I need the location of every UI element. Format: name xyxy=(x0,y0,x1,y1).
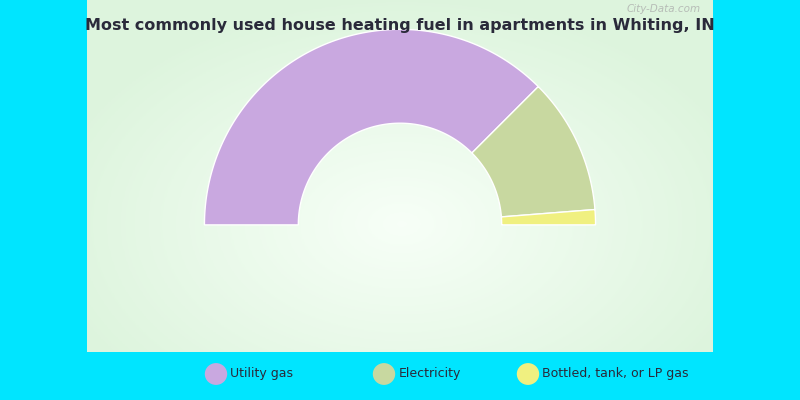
Ellipse shape xyxy=(205,363,227,385)
Text: Most commonly used house heating fuel in apartments in Whiting, IN: Most commonly used house heating fuel in… xyxy=(85,18,715,33)
Polygon shape xyxy=(472,87,595,217)
Ellipse shape xyxy=(373,363,395,385)
Text: Electricity: Electricity xyxy=(398,368,461,380)
Text: Bottled, tank, or LP gas: Bottled, tank, or LP gas xyxy=(542,368,689,380)
Ellipse shape xyxy=(517,363,539,385)
Polygon shape xyxy=(502,210,595,225)
Text: City-Data.com: City-Data.com xyxy=(626,4,700,14)
Text: Utility gas: Utility gas xyxy=(230,368,294,380)
Polygon shape xyxy=(205,29,538,225)
